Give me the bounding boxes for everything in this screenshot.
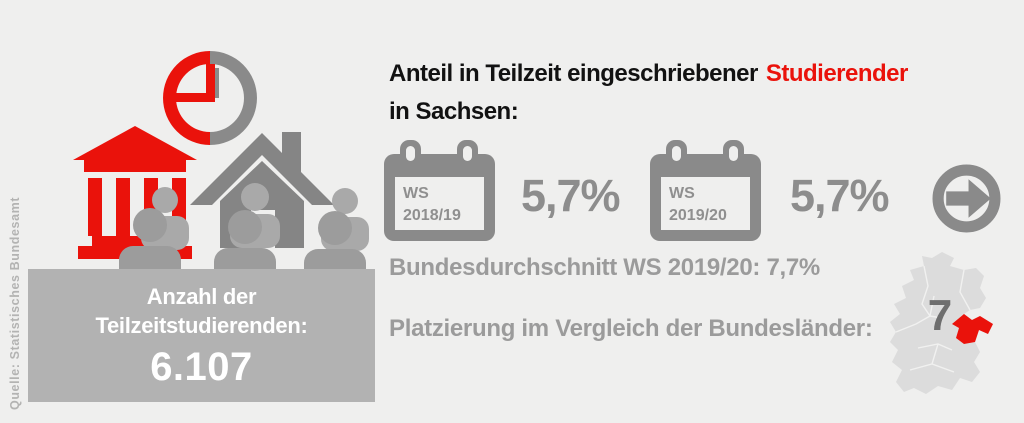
- calendar-label-year: 2018/19: [403, 207, 461, 224]
- part-time-study-illustration: [73, 51, 369, 275]
- calendar-icon-ws-2018-19: WS 2018/19: [384, 140, 495, 241]
- source-note: Quelle: Statistisches Bundesamt: [8, 196, 22, 410]
- benchmark-text: Bundesdurchschnitt WS 2019/20: 7,7%: [389, 254, 820, 281]
- count-value: 6.107: [150, 345, 253, 389]
- students-icon: [119, 183, 369, 275]
- calendar-icon-ws-2019-20: WS 2019/20: [650, 140, 761, 241]
- ranking-value: 7: [928, 291, 952, 340]
- title-highlight: Studierender: [765, 60, 909, 87]
- title-prefix: Anteil in Teilzeit eingeschriebener: [389, 60, 758, 87]
- title-line-2: in Sachsen:: [389, 98, 519, 125]
- ranking-label: Platzierung im Vergleich der Bundeslände…: [389, 315, 873, 342]
- part-time-count-box: Anzahl der Teilzeitstudierenden: 6.107: [28, 269, 375, 402]
- percent-ws-2018-19: 5,7%: [521, 170, 621, 221]
- clock-icon: [163, 51, 257, 145]
- title-line-1: Anteil in Teilzeit eingeschriebener Studi…: [389, 55, 908, 93]
- percent-ws-2019-20: 5,7%: [790, 170, 890, 221]
- germany-outline: [890, 252, 993, 394]
- saxony-region: [952, 314, 993, 344]
- germany-map: 7: [890, 252, 993, 394]
- calendar-label-ws: WS: [403, 185, 429, 202]
- state-borders: [895, 265, 971, 373]
- calendar-label-year: 2019/20: [669, 207, 727, 224]
- arrow-right-icon: [932, 164, 1001, 233]
- count-label-line1: Anzahl der: [146, 284, 257, 309]
- page-title: Anteil in Teilzeit eingeschriebener Studi…: [389, 55, 908, 131]
- count-label-line2: Teilzeitstudierenden:: [95, 313, 308, 338]
- calendar-label-ws: WS: [669, 185, 695, 202]
